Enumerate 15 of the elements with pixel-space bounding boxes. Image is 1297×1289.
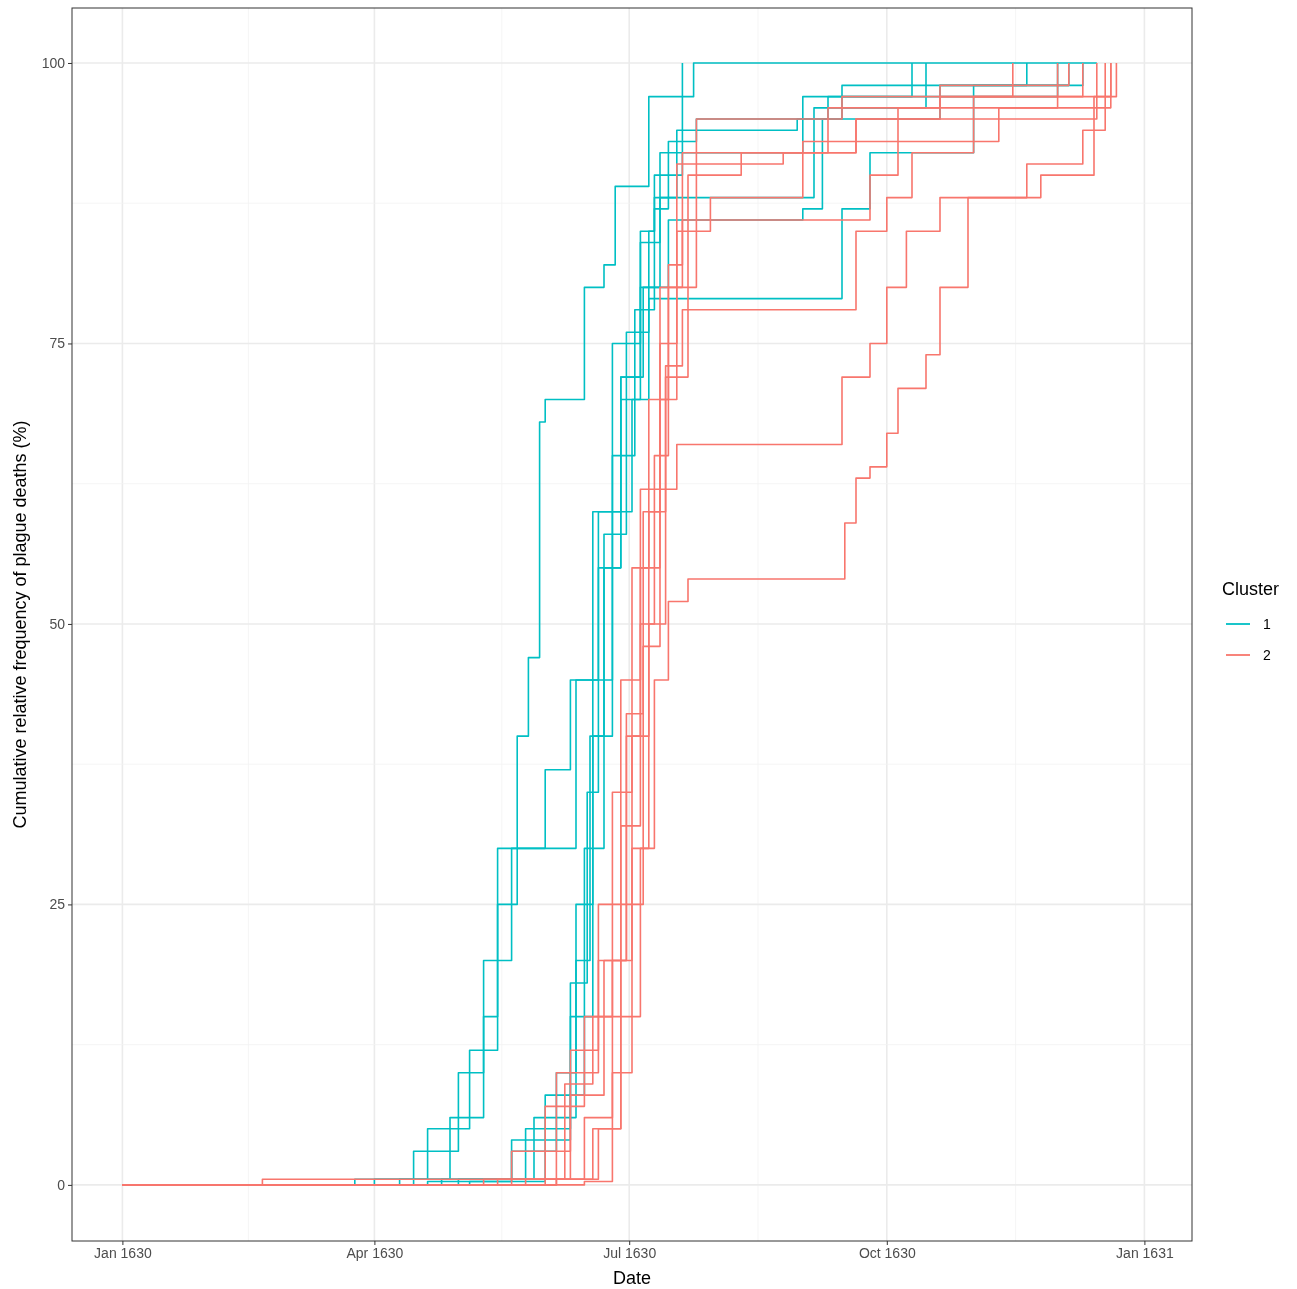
legend-label: 1 xyxy=(1263,616,1271,632)
y-tick-label: 75 xyxy=(49,335,66,352)
y-tick-label: 100 xyxy=(41,54,66,71)
y-tick-label: 50 xyxy=(49,615,66,632)
y-tick-label: 25 xyxy=(49,896,66,913)
legend-label: 2 xyxy=(1263,647,1271,663)
x-tick-label: Oct 1630 xyxy=(858,1244,916,1261)
x-tick-label: Jul 1630 xyxy=(603,1244,657,1261)
x-tick-label: Apr 1630 xyxy=(346,1244,404,1261)
legend-title: Cluster xyxy=(1222,579,1280,599)
x-tick-label: Jan 1631 xyxy=(1116,1244,1174,1261)
x-axis-title: Date xyxy=(612,1268,652,1288)
y-axis-title: Cumulative relative frequency of plague deaths (%) xyxy=(10,420,30,829)
y-tick-label: 0 xyxy=(57,1176,66,1193)
x-tick-label: Jan 1630 xyxy=(94,1244,152,1261)
